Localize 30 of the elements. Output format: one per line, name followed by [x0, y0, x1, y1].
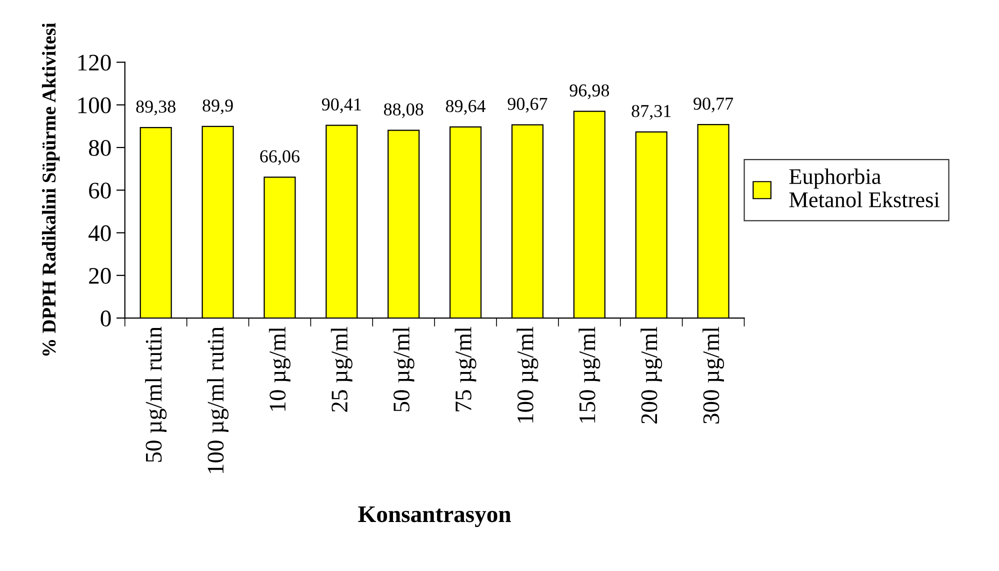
y-tick-label: 100	[78, 97, 111, 114]
x-tick-label: 100 µg/ml rutin	[207, 326, 229, 474]
data-label: 90,77	[694, 98, 734, 112]
x-tick-label: 200 µg/ml	[640, 326, 662, 424]
data-label: 87,31	[632, 104, 671, 120]
y-tick-label: 60	[89, 182, 111, 199]
y-tick-label: 40	[88, 225, 111, 242]
y-tick-label: 120	[78, 54, 111, 71]
x-tick-label: 50 µg/ml rutin	[145, 326, 167, 462]
x-tick-label: 75 µg/ml	[454, 326, 476, 412]
x-tick-label: 25 µg/ml	[330, 326, 352, 412]
data-label: 89,64	[446, 100, 486, 115]
data-label: 89,9	[202, 99, 233, 114]
data-label: 90,67	[508, 98, 548, 113]
x-axis-title: Konsantrasyon	[358, 506, 511, 528]
x-tick-label: 50 µg/ml	[392, 326, 414, 412]
x-tick-label: 150 µg/ml	[578, 326, 600, 423]
data-label: 66,06	[260, 150, 300, 166]
data-label: 89,38	[136, 100, 176, 116]
data-label: 88,08	[384, 103, 424, 118]
x-tick-label: 10 µg/ml	[268, 326, 290, 411]
y-axis-title: % DPPH Radikalini Süpürme Aktivitesi	[42, 22, 60, 356]
x-tick-label: 300 µg/ml	[702, 326, 724, 424]
y-tick-label: 80	[88, 140, 111, 156]
y-tick-label: 0	[100, 310, 111, 326]
data-label: 90,41	[322, 98, 361, 114]
x-tick-label: 100 µg/ml	[516, 326, 538, 423]
legend-label: Euphorbia Metanol Ekstresi	[789, 168, 940, 208]
y-tick-label: 20	[89, 268, 111, 284]
data-label: 96,98	[570, 84, 610, 100]
